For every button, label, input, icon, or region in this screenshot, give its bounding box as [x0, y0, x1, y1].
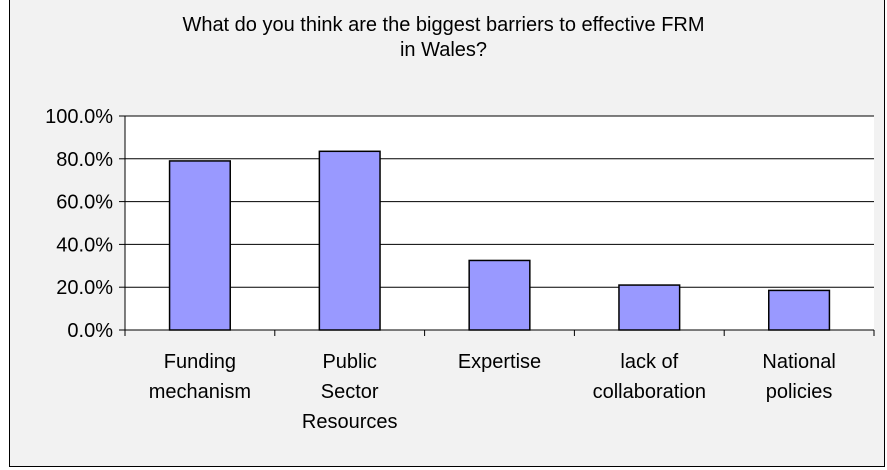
- x-tick-label: Expertise: [458, 351, 541, 373]
- chart-title-line-2: in Wales?: [399, 39, 488, 61]
- y-tick-label: 60.0%: [56, 192, 113, 214]
- x-tick-label-line: Sector: [321, 381, 379, 403]
- chart-title: What do you think are the biggest barrie…: [0, 13, 887, 63]
- x-tick-label-line: lack of: [620, 351, 678, 373]
- bar: [168, 160, 231, 331]
- x-tick-label-line: mechanism: [149, 381, 251, 403]
- y-tick-label: 40.0%: [56, 234, 113, 256]
- x-tick-label-line: Funding: [164, 351, 236, 373]
- x-tick-label: National policies: [762, 351, 835, 403]
- y-tick-label: 80.0%: [56, 149, 113, 171]
- x-tick-label-line: policies: [766, 381, 833, 403]
- chart-title-line-1: What do you think are the biggest barrie…: [182, 14, 705, 36]
- x-tick-label-line: Resources: [302, 411, 398, 433]
- x-tick-label-line: Expertise: [458, 351, 541, 373]
- x-tick-label: Funding mechanism: [149, 351, 251, 403]
- x-tick-label: Public Sector Resources: [302, 351, 398, 433]
- y-tick-label: 100.0%: [45, 106, 113, 128]
- y-tick-label: 20.0%: [56, 277, 113, 299]
- x-tick-label: lack of collaboration: [593, 351, 706, 403]
- bar: [768, 289, 831, 331]
- plot-area: 0.0% 20.0% 40.0% 60.0% 80.0% 100.0% Funding mec…: [45, 106, 875, 433]
- x-tick-label-line: Public: [322, 351, 376, 373]
- bar: [618, 284, 681, 331]
- x-tick-label-line: National: [762, 351, 835, 373]
- x-tick-label-line: collaboration: [593, 381, 706, 403]
- bar: [318, 150, 381, 331]
- y-tick-label: 0.0%: [67, 320, 113, 342]
- bar: [468, 259, 531, 331]
